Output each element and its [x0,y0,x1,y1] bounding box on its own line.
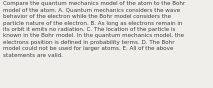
Text: Compare the quantum mechanics model of the atom to the Bohr
model of the atom. A: Compare the quantum mechanics model of t… [3,1,185,58]
